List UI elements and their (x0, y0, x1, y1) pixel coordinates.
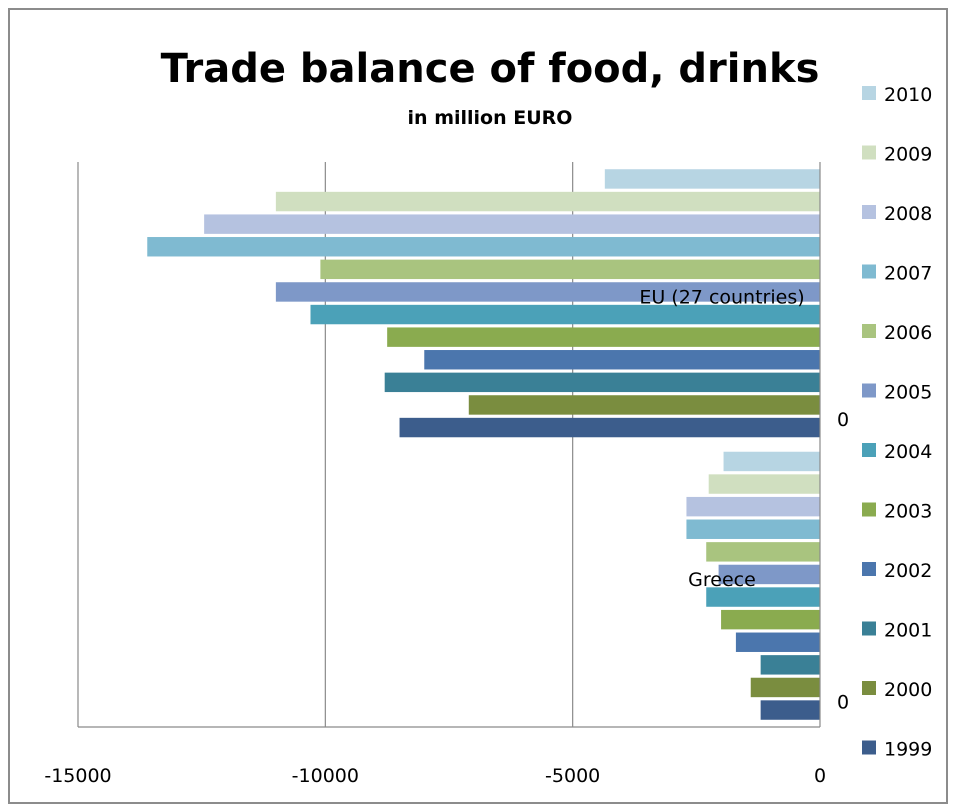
legend-label-2007: 2007 (884, 263, 932, 285)
legend-label-2002: 2002 (884, 560, 932, 582)
bar-eu-27-countries--2004 (310, 304, 820, 325)
axis-layer: -15000 -10000 -5000 0 Greece 0 EU (27 countrie… (44, 162, 849, 787)
chart-title: Trade balance of food, drinks (161, 46, 820, 92)
bar-greece-2006 (706, 542, 820, 562)
bar-greece-1999 (760, 700, 820, 720)
chart-frame: Trade balance of food, drinks in million… (8, 8, 948, 804)
legend-swatch-2003 (862, 502, 876, 517)
legend-swatch-2008 (862, 205, 876, 219)
bar-greece-2004 (706, 587, 820, 607)
bar-greece-2002 (735, 632, 820, 652)
bar-eu-27-countries--2010 (604, 169, 820, 189)
bar-greece-2009 (708, 474, 820, 494)
legend-label-2003: 2003 (884, 501, 932, 523)
bar-greece-2000 (750, 677, 820, 698)
legend-label-2004: 2004 (884, 441, 932, 463)
bar-greece-2005 (718, 564, 820, 585)
group-label: EU (27 countries) (639, 286, 804, 308)
legend-label-1999: 1999 (884, 739, 932, 761)
legend-label-2006: 2006 (884, 322, 932, 344)
legend-swatch-2007 (862, 264, 876, 279)
group-zero-label: 0 (837, 409, 849, 431)
bar-greece-2010 (723, 451, 820, 472)
bar-eu-27-countries--2003 (387, 327, 820, 347)
legend-swatch-2005 (862, 383, 876, 398)
x-tick-label: -5000 (545, 765, 600, 787)
legend-swatch-2000 (862, 681, 876, 695)
legend-swatch-2002 (862, 562, 876, 576)
bar-greece-2007 (686, 519, 820, 539)
bar-eu-27-countries--2009 (275, 191, 820, 212)
legend-label-2001: 2001 (884, 620, 932, 642)
bar-eu-27-countries--2007 (147, 237, 821, 257)
bar-greece-2008 (686, 496, 820, 517)
bar-eu-27-countries--2005 (275, 282, 820, 302)
legend-label-2008: 2008 (884, 203, 932, 225)
bar-eu-27-countries--2000 (468, 395, 820, 415)
legend-swatch-2001 (862, 621, 876, 636)
legend-swatch-2006 (862, 324, 876, 338)
legend-label-2010: 2010 (884, 84, 932, 106)
legend-swatch-2009 (862, 145, 876, 160)
bar-eu-27-countries--2001 (384, 372, 820, 393)
legend-swatch-1999 (862, 740, 876, 755)
bar-eu-27-countries--1999 (399, 417, 820, 438)
legend: 2010 2009 2008 2007 2006 2005 2004 2003 2002 2001… (862, 84, 932, 761)
legend-label-2009: 2009 (884, 144, 932, 166)
bar-greece-2001 (760, 655, 820, 675)
x-tick-label: 0 (814, 765, 826, 787)
chart-svg: Trade balance of food, drinks in million… (44, 46, 932, 787)
bar-eu-27-countries--2002 (424, 350, 820, 370)
chart-subtitle: in million EURO (408, 107, 573, 129)
bar-layer (147, 169, 821, 720)
legend-swatch-2010 (862, 86, 876, 100)
x-tick-label: -15000 (44, 765, 111, 787)
x-tick-label: -10000 (292, 765, 359, 787)
bar-eu-27-countries--2008 (204, 214, 820, 234)
group-zero-label: 0 (837, 692, 849, 714)
bar-eu-27-countries--2006 (320, 259, 820, 280)
legend-label-2005: 2005 (884, 382, 932, 404)
group-label: Greece (688, 569, 756, 591)
legend-swatch-2004 (862, 443, 876, 457)
bar-greece-2003 (721, 609, 820, 630)
legend-label-2000: 2000 (884, 679, 932, 701)
